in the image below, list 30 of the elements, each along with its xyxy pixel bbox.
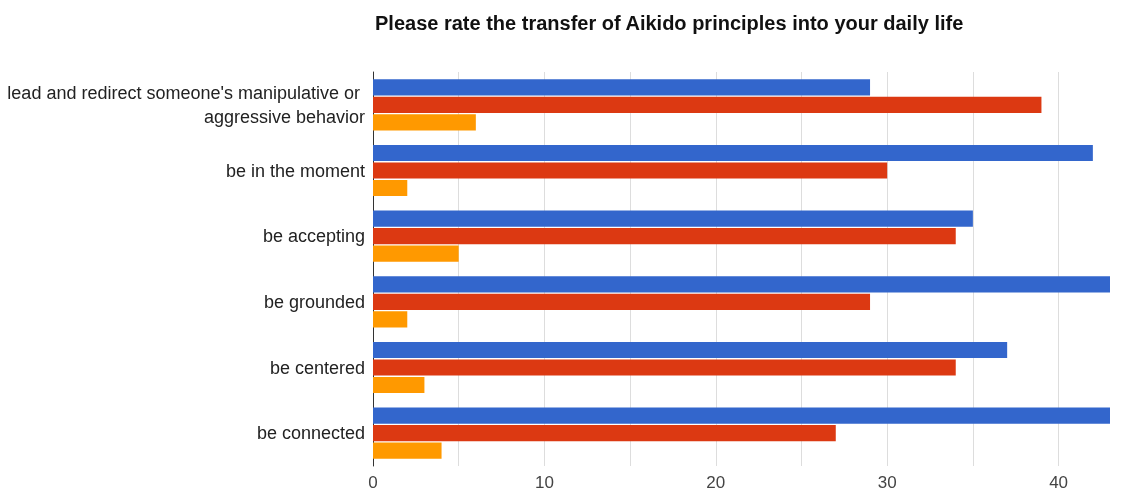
bar (373, 341, 1008, 359)
bar (373, 96, 1042, 113)
y-tick-label: be centered (269, 357, 365, 378)
bar (373, 442, 442, 459)
bar (373, 311, 408, 328)
bar (373, 359, 956, 376)
bar (373, 245, 459, 262)
y-tick-label: be connected (256, 423, 365, 444)
x-tick-label: 30 (877, 473, 897, 492)
bar (373, 114, 476, 131)
bar (373, 179, 408, 197)
bar (373, 276, 1110, 293)
bar (373, 79, 871, 96)
bar (373, 293, 871, 310)
bar (373, 376, 425, 394)
bar (373, 228, 956, 245)
x-tick-label: 10 (534, 473, 554, 492)
bar (373, 162, 888, 179)
x-tick-label: 20 (706, 473, 726, 492)
y-tick-label: be in the moment (225, 160, 365, 181)
bar (373, 407, 1110, 424)
bar (373, 144, 1093, 162)
y-tick-label: be grounded (263, 291, 365, 312)
x-tick-label: 40 (1049, 473, 1069, 492)
y-tick-label: lead and redirect someone's manipulative or aggressive behavior (7, 82, 365, 127)
chart-title: Please rate the transfer of Aikido principles into your daily life (375, 12, 964, 34)
bar (373, 425, 836, 442)
x-tick-label: 0 (368, 473, 378, 492)
y-tick-label: be accepting (262, 226, 365, 247)
bar (373, 210, 973, 227)
